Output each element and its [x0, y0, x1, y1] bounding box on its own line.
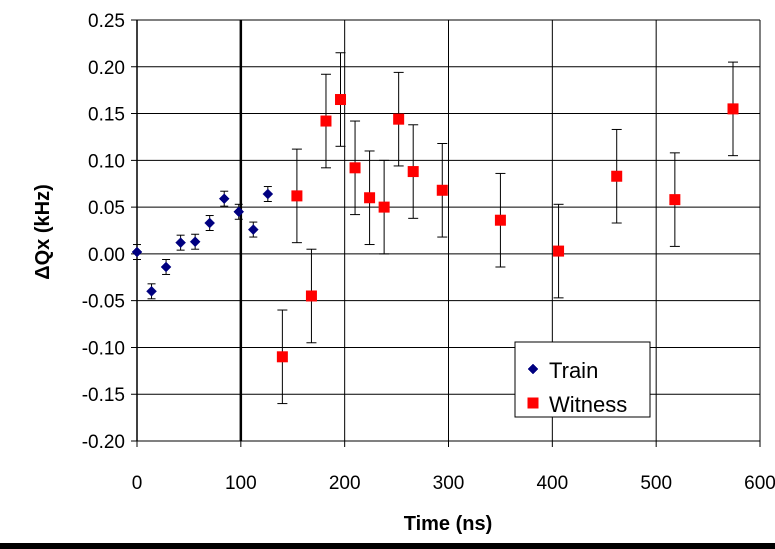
- x-tick-label: 200: [329, 473, 361, 494]
- witness-point: [305, 290, 317, 302]
- train-point: [233, 206, 245, 218]
- train-point: [204, 217, 216, 229]
- x-axis-title: Time (ns): [404, 513, 493, 535]
- y-tick-label: 0.00: [88, 245, 125, 266]
- witness-point: [436, 184, 448, 196]
- y-tick-label: 0.20: [88, 58, 125, 79]
- x-tick-label: 400: [536, 473, 568, 494]
- x-tick-labels: 0 100 200 300 400 500 600: [132, 473, 775, 494]
- witness-point: [669, 194, 681, 206]
- witness-point: [393, 113, 405, 125]
- witness-point: [494, 214, 506, 226]
- train-point: [189, 236, 201, 248]
- train-point: [218, 193, 230, 205]
- series-train: [131, 186, 274, 300]
- witness-point: [553, 245, 565, 257]
- witness-point: [727, 103, 739, 115]
- train-point: [247, 224, 259, 235]
- x-tick-label: 0: [132, 473, 143, 494]
- train-point: [175, 237, 186, 249]
- x-tick-label: 600: [744, 473, 775, 494]
- witness-point: [276, 351, 288, 363]
- train-point: [262, 188, 274, 200]
- y-tick-label: -0.20: [82, 432, 125, 453]
- x-tick-label: 300: [433, 473, 465, 494]
- y-tick-label: -0.05: [82, 292, 125, 313]
- legend-witness-marker: [527, 397, 539, 409]
- x-tick-label: 100: [225, 473, 257, 494]
- witness-point: [320, 115, 332, 127]
- data-points: [131, 52, 739, 405]
- witness-point: [407, 166, 419, 178]
- witness-point: [611, 170, 623, 182]
- train-point: [131, 246, 143, 258]
- witness-point: [335, 94, 347, 106]
- x-tick-label: 500: [640, 473, 672, 494]
- legend-train-marker: [527, 363, 539, 375]
- y-tick-labels: -0.20 -0.15 -0.10 -0.05 0.00 0.05 0.10 0.15 0.20…: [82, 11, 125, 453]
- y-tick-label: 0.25: [88, 11, 125, 32]
- y-tick-label: -0.10: [82, 338, 125, 359]
- series-witness: [276, 52, 739, 405]
- legend-label-train: Train: [549, 358, 598, 383]
- legend: Train Witness: [514, 341, 651, 418]
- y-tick-label: 0.05: [88, 198, 125, 219]
- witness-point: [291, 190, 303, 202]
- train-point: [160, 261, 172, 273]
- y-tick-label: 0.10: [88, 151, 125, 172]
- grid: [131, 19, 761, 447]
- legend-label-witness: Witness: [549, 392, 627, 417]
- y-axis-title: ΔQx (kHz): [32, 184, 54, 280]
- y-tick-label: -0.15: [82, 385, 125, 406]
- y-tick-label: 0.15: [88, 105, 125, 126]
- witness-point: [378, 201, 390, 213]
- witness-point: [364, 192, 376, 204]
- train-point: [146, 285, 157, 297]
- witness-point: [349, 162, 361, 174]
